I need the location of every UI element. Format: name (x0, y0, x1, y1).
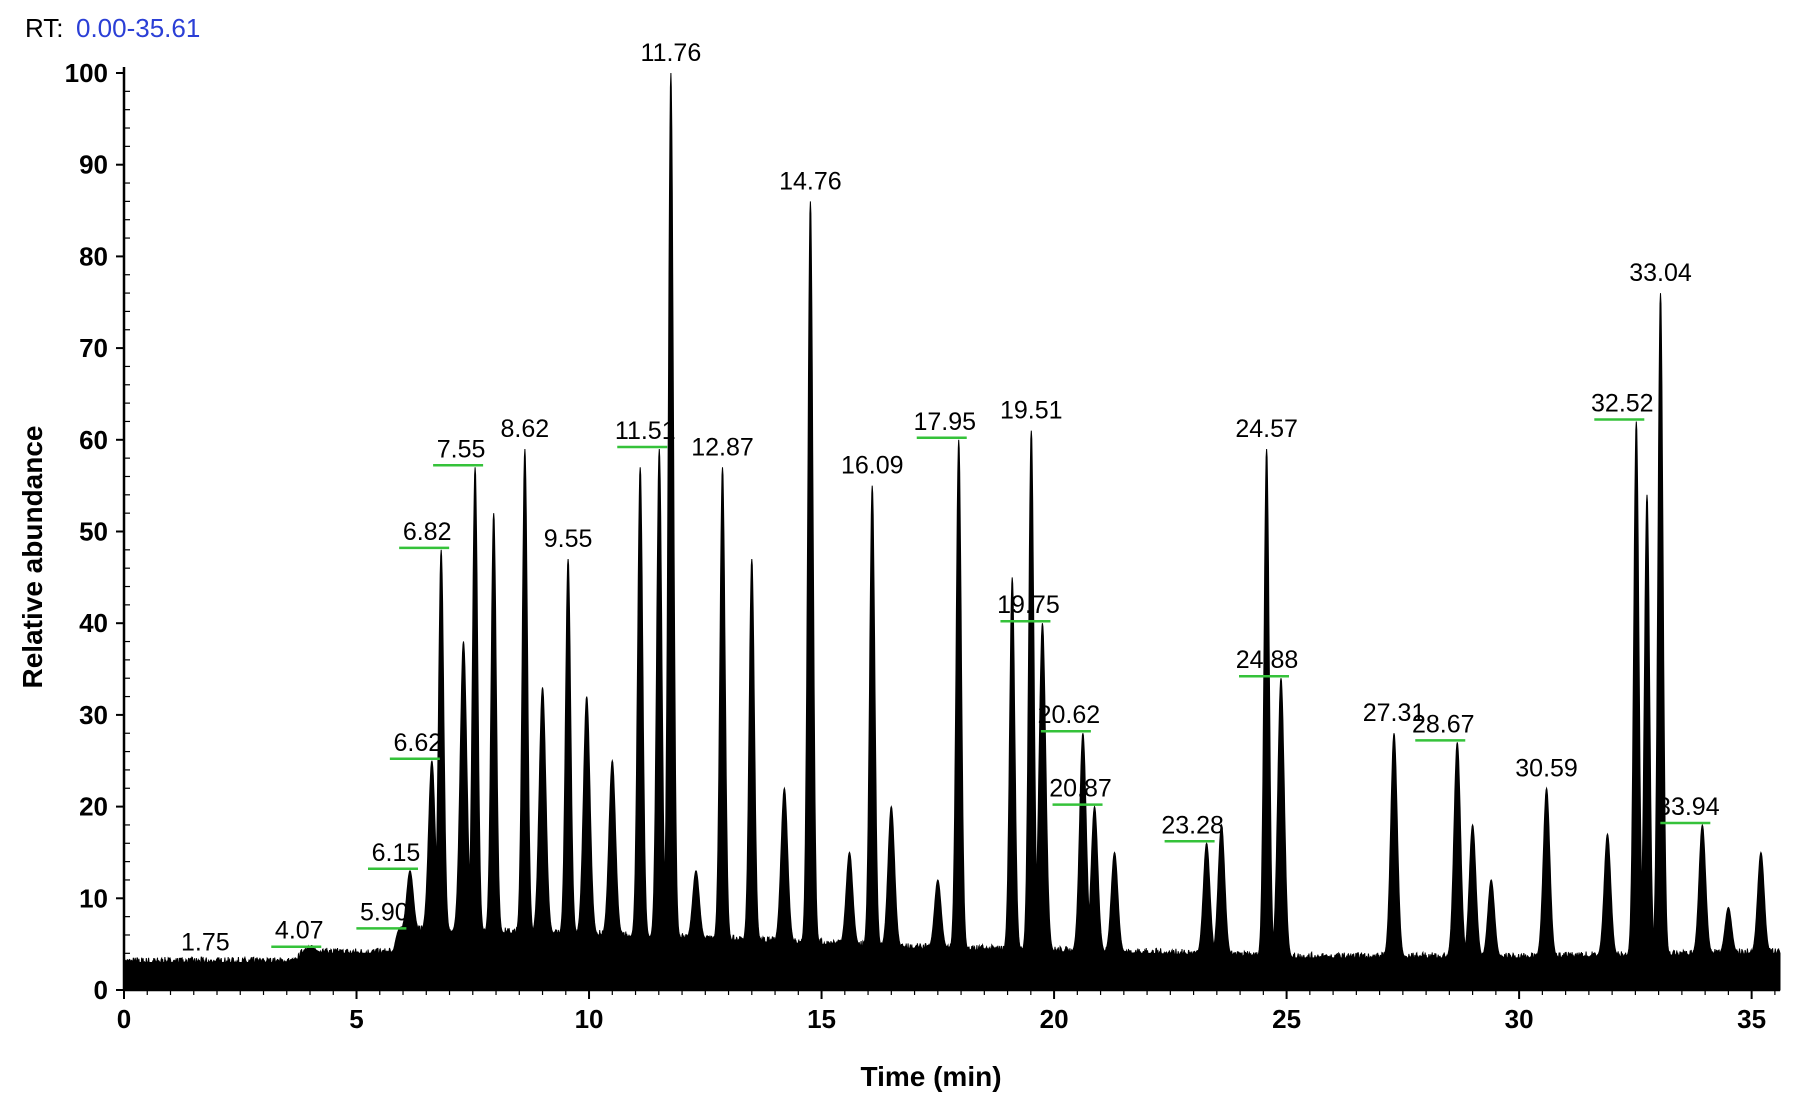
peak-label: 9.55 (544, 525, 593, 553)
peak-marker-layer (271, 418, 1711, 948)
y-tick-label: 90 (79, 150, 108, 180)
peak-label: 33.04 (1629, 259, 1692, 287)
y-tick-label: 10 (79, 883, 108, 913)
peak-label-layer: 1.75 4.07 5.90 6.15 6.62 6.82 7.55 8.62 9.55 11.5… (181, 39, 1720, 956)
y-axis-title: Relative abundance (17, 426, 48, 689)
peak-label: 12.87 (691, 433, 754, 461)
x-tick-label: 30 (1505, 1004, 1534, 1034)
peak-label: 14.76 (779, 167, 842, 195)
peak-label: 24.57 (1235, 415, 1298, 443)
x-tick-label: 0 (117, 1004, 131, 1034)
peak-label: 16.09 (841, 452, 904, 480)
y-tick-label: 40 (79, 608, 108, 638)
peak-label: 27.31 (1363, 699, 1426, 727)
rt-range-header: RT: 0.00-35.61 (25, 13, 200, 43)
x-axis-title: Time (min) (860, 1061, 1001, 1092)
x-tick-label: 25 (1272, 1004, 1301, 1034)
y-tick-label: 60 (79, 425, 108, 455)
peak-label: 24.88 (1236, 646, 1299, 674)
y-tick-label: 100 (65, 58, 108, 88)
x-tick-label: 35 (1737, 1004, 1766, 1034)
x-tick-label: 5 (349, 1004, 363, 1034)
peak-label: 6.15 (372, 839, 421, 867)
y-tick-label: 0 (94, 975, 108, 1005)
rt-range-value: 0.00-35.61 (76, 13, 200, 43)
peak-label: 28.67 (1412, 710, 1475, 738)
peak-label: 5.90 (360, 898, 409, 926)
peak-label: 11.76 (641, 39, 702, 67)
peak-label: 23.28 (1161, 811, 1224, 839)
peak-label: 19.75 (997, 591, 1060, 619)
peak-label: 4.07 (275, 917, 324, 945)
y-tick-label: 70 (79, 333, 108, 363)
peak-label: 19.51 (1000, 397, 1063, 425)
peak-label: 32.52 (1591, 389, 1654, 417)
x-tick-label: 20 (1040, 1004, 1069, 1034)
peak-label: 8.62 (501, 415, 550, 443)
peak-label: 6.62 (394, 729, 443, 757)
peak-label: 20.62 (1038, 701, 1101, 729)
axes: 0 10 20 30 40 50 60 70 80 90 100 0 5 10 15 20 25 30 35 (65, 58, 1780, 1034)
peak-label: 17.95 (913, 408, 976, 436)
peak-label: 20.87 (1049, 775, 1112, 803)
peak-label: 30.59 (1515, 754, 1578, 782)
y-tick-label: 80 (79, 241, 108, 271)
peak-label: 33.94 (1657, 793, 1720, 821)
x-tick-label: 10 (575, 1004, 604, 1034)
peak-label: 1.75 (181, 928, 230, 956)
y-tick-label: 20 (79, 792, 108, 822)
peak-label: 11.51 (615, 417, 676, 445)
peak-label: 7.55 (437, 435, 486, 463)
x-tick-label: 15 (807, 1004, 836, 1034)
rt-prefix: RT: (25, 13, 64, 43)
peak-label: 6.82 (403, 518, 452, 546)
y-tick-label: 30 (79, 700, 108, 730)
y-tick-label: 50 (79, 517, 108, 547)
